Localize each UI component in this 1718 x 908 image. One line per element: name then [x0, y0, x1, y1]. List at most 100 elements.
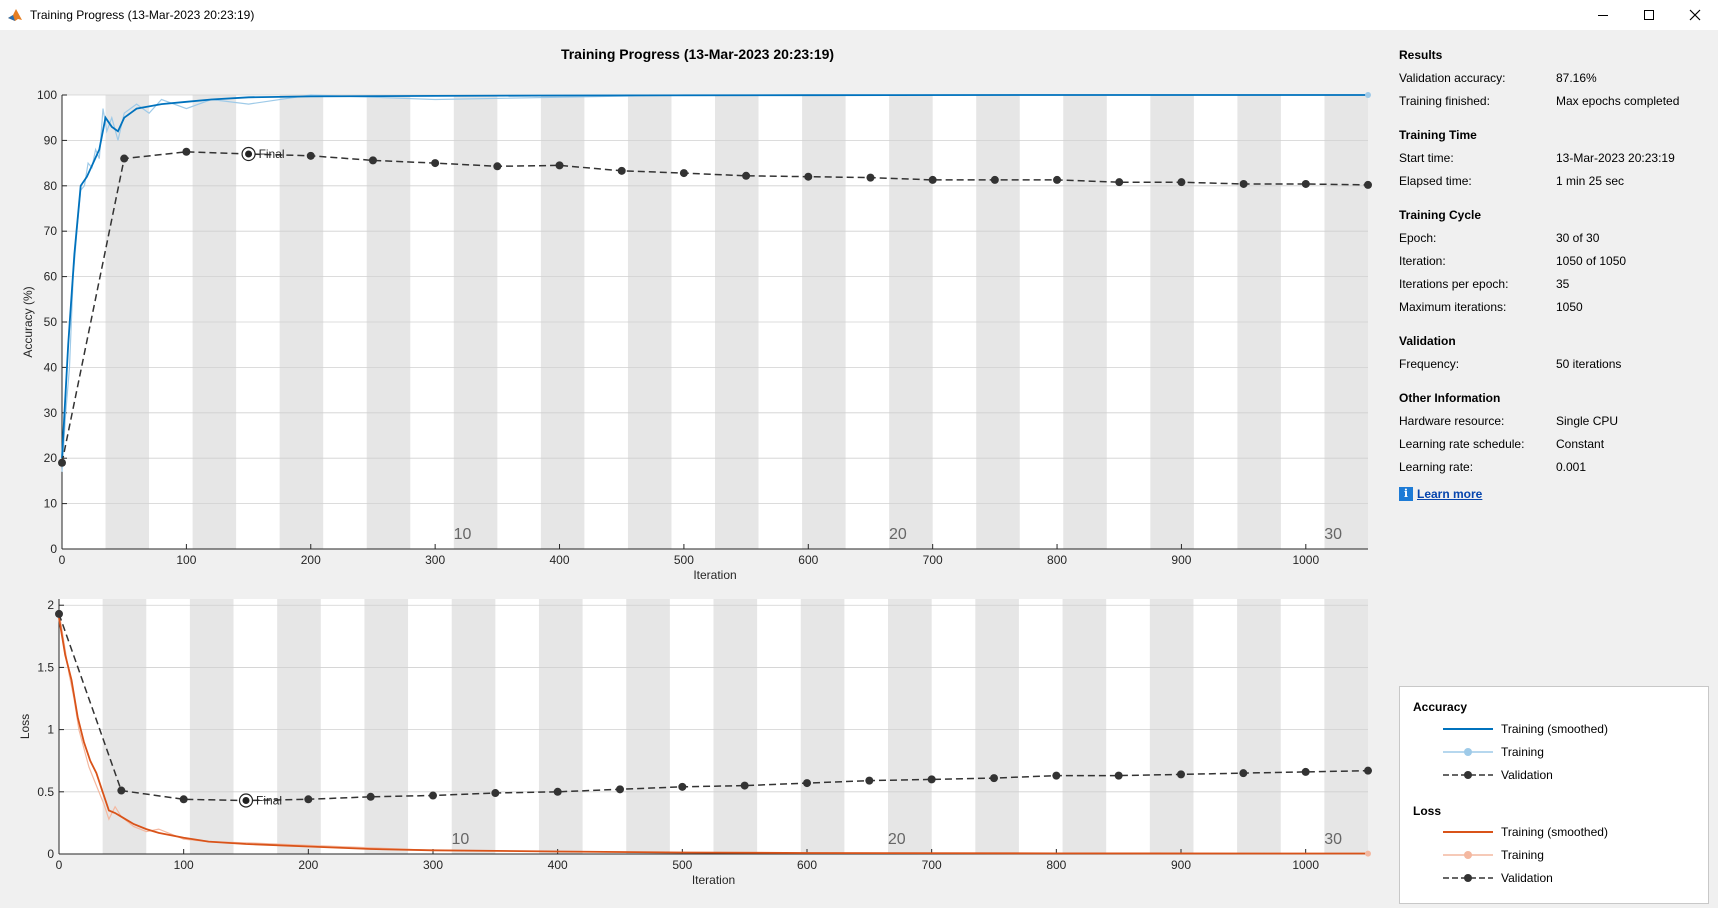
validation-point	[304, 795, 313, 804]
y-tick-label: 1.5	[37, 660, 54, 674]
row-label: Iterations per epoch:	[1399, 277, 1509, 291]
validation-point	[865, 776, 874, 785]
row-label: Learning rate:	[1399, 460, 1474, 474]
row-value: 13-Mar-2023 20:23:19	[1556, 151, 1675, 165]
y-tick-label: 70	[44, 224, 58, 238]
epoch-band	[189, 599, 234, 854]
y-tick-label: 20	[44, 451, 58, 465]
validation-point	[368, 156, 377, 165]
y-axis-label: Loss	[18, 714, 32, 739]
epoch-label: 20	[888, 831, 906, 848]
x-tick-label: 500	[674, 553, 694, 567]
legend-swatch-acc-training	[1443, 748, 1493, 756]
cycle-row: Epoch: 30 of 30	[1399, 227, 1709, 250]
info-panel: Results Validation accuracy: 87.16% Train…	[1399, 44, 1709, 507]
validation-point	[679, 169, 688, 178]
legend-item: Training (smoothed)	[1443, 720, 1608, 738]
validation-point	[366, 792, 375, 801]
other-information-heading: Other Information	[1399, 391, 1501, 405]
validation-point	[1301, 767, 1310, 776]
loss-chart	[55, 599, 1372, 857]
legend-label: Training	[1501, 745, 1544, 759]
row-label: Training finished:	[1399, 94, 1490, 108]
validation-point	[678, 782, 687, 791]
figure-title: Training Progress (13-Mar-2023 20:23:19)	[560, 46, 835, 62]
x-tick-label: 400	[550, 553, 570, 567]
epoch-label: 10	[454, 526, 472, 543]
close-icon	[1689, 9, 1701, 21]
other-row: Learning rate: 0.001	[1399, 456, 1709, 479]
legend-item: Training	[1443, 743, 1544, 761]
x-tick-label: 500	[672, 858, 692, 872]
y-tick-label: 50	[44, 315, 58, 329]
validation-point	[431, 159, 440, 168]
x-tick-label: 1000	[1292, 858, 1319, 872]
validation-point	[182, 147, 191, 156]
epoch-band	[626, 599, 670, 854]
y-axis-label: Accuracy (%)	[21, 286, 35, 357]
other-row: Learning rate schedule: Constant	[1399, 433, 1709, 456]
row-label: Elapsed time:	[1399, 174, 1472, 188]
row-value: 50 iterations	[1556, 357, 1622, 371]
epoch-label: 30	[1324, 831, 1342, 848]
epoch-band	[102, 599, 147, 854]
validation-point	[1115, 178, 1124, 187]
info-icon: i	[1399, 487, 1413, 501]
validation-point	[1301, 179, 1310, 188]
y-tick-label: 40	[44, 360, 58, 374]
validation-row: Frequency: 50 iterations	[1399, 353, 1709, 376]
validation-point	[1177, 178, 1186, 187]
x-tick-label: 900	[1171, 858, 1191, 872]
time-row: Elapsed time: 1 min 25 sec	[1399, 170, 1709, 193]
y-tick-label: 10	[44, 497, 58, 511]
x-tick-label: 100	[174, 858, 194, 872]
final-marker-dot	[245, 150, 253, 158]
validation-point	[990, 175, 999, 184]
cycle-row: Iteration: 1050 of 1050	[1399, 250, 1709, 273]
row-value: Constant	[1556, 437, 1605, 451]
row-label: Hardware resource:	[1399, 414, 1505, 428]
epoch-band	[1324, 599, 1368, 854]
training-smoothed-line	[58, 617, 1369, 855]
validation-point	[616, 785, 624, 794]
legend-item: Validation	[1443, 869, 1553, 887]
training-end-point	[1365, 92, 1371, 98]
validation-point	[117, 786, 126, 795]
epoch-band	[1149, 599, 1194, 854]
training-plots: 0 100 200 300 400 500 600 700 800 900 100001020304…	[18, 88, 1372, 887]
validation-point	[990, 774, 998, 783]
results-heading: Results	[1399, 48, 1443, 62]
validation-point	[866, 173, 875, 182]
legend-item: Training (smoothed)	[1443, 823, 1608, 841]
minimize-icon	[1598, 15, 1608, 16]
legend-swatch-loss-smoothed	[1443, 831, 1493, 833]
epoch-label: 10	[452, 831, 470, 848]
row-label: Start time:	[1399, 151, 1454, 165]
row-value: 1050	[1556, 300, 1583, 314]
y-tick-label: 0	[50, 542, 57, 556]
close-button[interactable]	[1672, 0, 1718, 30]
validation-point	[1364, 766, 1372, 775]
x-tick-label: 700	[922, 858, 942, 872]
epoch-band	[277, 599, 321, 854]
results-row: Validation accuracy: 87.16%	[1399, 67, 1709, 90]
y-tick-label: 100	[37, 88, 57, 102]
y-tick-label: 0.5	[37, 785, 54, 799]
y-tick-label: 30	[44, 406, 58, 420]
legend-label: Training (smoothed)	[1501, 722, 1608, 736]
epoch-band	[451, 599, 496, 854]
x-tick-label: 900	[1171, 553, 1191, 567]
legend-swatch-acc-validation	[1443, 771, 1493, 779]
validation-point	[58, 458, 66, 467]
legend-label: Training (smoothed)	[1501, 825, 1608, 839]
maximize-button[interactable]	[1626, 0, 1672, 30]
minimize-button[interactable]	[1580, 0, 1626, 30]
y-tick-label: 90	[44, 133, 58, 147]
x-tick-label: 800	[1047, 553, 1067, 567]
matlab-icon	[8, 9, 22, 21]
epoch-band	[364, 599, 409, 854]
epoch-band	[1062, 599, 1107, 854]
learn-more-link[interactable]: Learn more	[1417, 487, 1483, 501]
validation-point	[803, 779, 811, 788]
training-end-point	[1365, 850, 1371, 857]
